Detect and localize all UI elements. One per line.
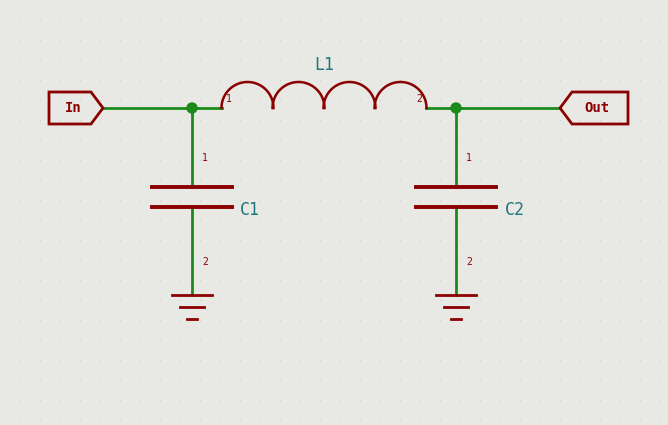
Text: 1: 1 [466,153,472,163]
Circle shape [187,103,197,113]
Text: C2: C2 [505,201,525,219]
Text: C1: C1 [240,201,260,219]
Text: 1: 1 [202,153,208,163]
Text: In: In [65,101,81,115]
Text: 2: 2 [466,257,472,267]
Text: L1: L1 [314,56,334,74]
Text: Out: Out [584,101,610,115]
Text: 1: 1 [226,94,232,104]
Text: 2: 2 [416,94,422,104]
Circle shape [451,103,461,113]
Text: 2: 2 [202,257,208,267]
